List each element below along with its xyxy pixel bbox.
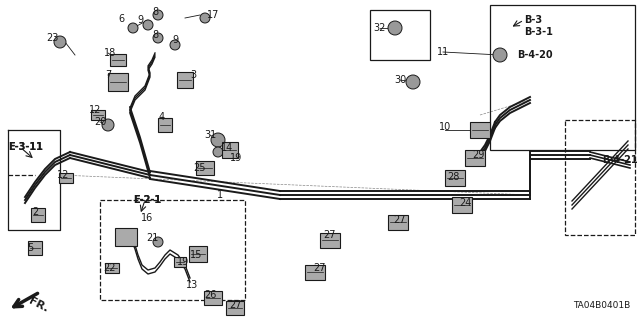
Text: 13: 13 [186, 280, 198, 290]
Text: E-3-11: E-3-11 [8, 142, 43, 152]
Text: E-3-11: E-3-11 [8, 142, 43, 152]
Bar [565, 120, 635, 235]
Circle shape [128, 23, 138, 33]
Bar [452, 197, 472, 213]
Text: 9: 9 [137, 15, 143, 25]
Bar [28, 241, 42, 255]
Text: B-3-1: B-3-1 [524, 27, 553, 37]
Bar [105, 263, 119, 273]
Text: 18: 18 [104, 48, 116, 58]
Bar [320, 233, 340, 248]
Text: 11: 11 [437, 47, 449, 57]
Text: 3: 3 [190, 70, 196, 80]
Circle shape [213, 147, 223, 157]
Text: 25: 25 [194, 163, 206, 173]
Text: 5: 5 [27, 243, 33, 253]
Bar [31, 208, 45, 222]
Bar [222, 142, 238, 158]
Text: 9: 9 [172, 35, 178, 45]
Bar [100, 200, 245, 300]
Text: 20: 20 [94, 117, 106, 127]
Text: 27: 27 [394, 215, 406, 225]
Bar [226, 301, 244, 315]
Circle shape [102, 119, 114, 131]
Text: 8: 8 [152, 7, 158, 17]
Bar [465, 150, 485, 166]
Text: 4: 4 [159, 112, 165, 122]
Bar [59, 173, 73, 183]
Bar [305, 264, 325, 279]
Text: 10: 10 [439, 122, 451, 132]
Bar [445, 170, 465, 186]
Bar [91, 110, 105, 120]
Bar [490, 5, 635, 150]
Text: 12: 12 [89, 105, 101, 115]
Text: 15: 15 [190, 250, 202, 260]
Text: 8: 8 [152, 30, 158, 40]
Text: 27: 27 [324, 230, 336, 240]
Text: 27: 27 [228, 300, 241, 310]
Text: B-4-20: B-4-20 [517, 50, 552, 60]
Circle shape [388, 21, 402, 35]
Text: 17: 17 [207, 10, 219, 20]
Circle shape [493, 48, 507, 62]
Circle shape [170, 40, 180, 50]
Text: 7: 7 [105, 70, 111, 80]
Circle shape [54, 36, 66, 48]
Bar [174, 257, 186, 267]
Text: FR.: FR. [27, 296, 49, 314]
Circle shape [153, 33, 163, 43]
Text: 27: 27 [314, 263, 326, 273]
Circle shape [143, 20, 153, 30]
Text: E-2-1: E-2-1 [133, 195, 161, 205]
Circle shape [153, 10, 163, 20]
Text: 19: 19 [230, 153, 242, 163]
Text: 19: 19 [177, 257, 189, 267]
Text: B-3: B-3 [524, 15, 542, 25]
Text: 21: 21 [146, 233, 158, 243]
Bar [370, 10, 430, 60]
Circle shape [153, 237, 163, 247]
Circle shape [406, 75, 420, 89]
Text: 23: 23 [46, 33, 58, 43]
Bar [196, 161, 214, 175]
Text: 29: 29 [472, 150, 484, 160]
Text: 22: 22 [104, 263, 116, 273]
Text: 26: 26 [204, 290, 216, 300]
Text: B-4-21: B-4-21 [602, 155, 637, 165]
Text: 24: 24 [459, 198, 471, 208]
Text: 6: 6 [118, 14, 124, 24]
Text: 14: 14 [221, 143, 233, 153]
Bar [388, 214, 408, 229]
Text: 32: 32 [374, 23, 386, 33]
Text: 16: 16 [141, 213, 153, 223]
Text: 30: 30 [394, 75, 406, 85]
Text: 31: 31 [204, 130, 216, 140]
Bar [108, 73, 128, 91]
Bar [158, 118, 172, 132]
Bar [110, 54, 126, 66]
Bar [204, 291, 222, 305]
Text: 2: 2 [32, 207, 38, 217]
Text: 1: 1 [217, 190, 223, 200]
Circle shape [200, 13, 210, 23]
Bar [177, 72, 193, 88]
Text: 28: 28 [447, 172, 459, 182]
Circle shape [211, 133, 225, 147]
Bar [470, 122, 490, 138]
Text: TA04B0401B: TA04B0401B [573, 301, 630, 310]
Bar [115, 228, 137, 246]
Text: E-2-1: E-2-1 [133, 195, 161, 205]
Text: 12: 12 [57, 170, 69, 180]
Bar [189, 246, 207, 262]
